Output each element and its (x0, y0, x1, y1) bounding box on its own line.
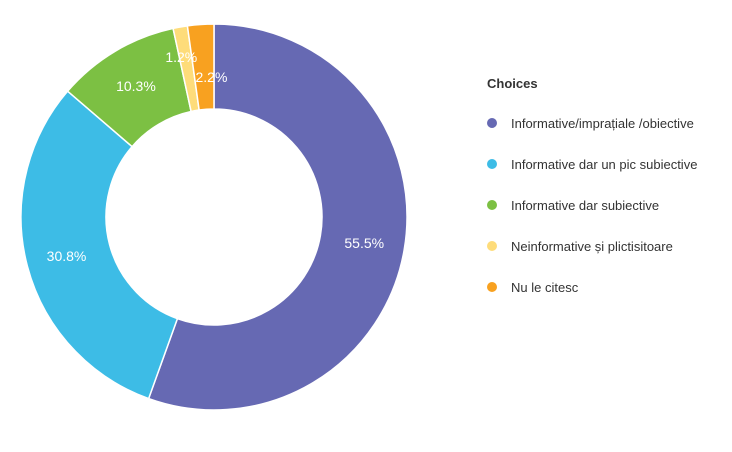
legend-label: Informative dar un pic subiective (511, 157, 698, 172)
slice-label-0: 55.5% (344, 235, 384, 251)
legend-label: Informative dar subiective (511, 198, 660, 213)
legend-label: Nu le citesc (511, 280, 579, 295)
legend-item[interactable]: Neinformative și plictisitoare (487, 236, 722, 257)
slice-label-4: 2.2% (196, 69, 228, 85)
slice-4[interactable] (186, 23, 215, 111)
slice-1[interactable] (20, 90, 179, 400)
legend-item[interactable]: Informative dar subiective (487, 195, 722, 216)
slice-label-2: 10.3% (116, 78, 156, 94)
slice-label-1: 30.8% (47, 248, 87, 264)
slice-label-3: 1.2% (165, 49, 197, 65)
legend-label: Neinformative și plictisitoare (511, 239, 673, 254)
legend-item[interactable]: Nu le citesc (487, 277, 722, 298)
slice-0[interactable] (147, 23, 408, 411)
legend-dot-icon (487, 282, 497, 292)
legend-dot-icon (487, 159, 497, 169)
legend-title: Choices (487, 76, 538, 91)
legend-item[interactable]: Informative dar un pic subiective (487, 154, 722, 175)
legend-label: Informative/imprațiale /obiective (511, 116, 694, 131)
legend-item[interactable]: Informative/imprațiale /obiective (487, 113, 722, 134)
legend-dot-icon (487, 241, 497, 251)
legend: Choices Informative/imprațiale /obiectiv… (487, 76, 722, 318)
legend-dot-icon (487, 118, 497, 128)
donut-chart: 55.5% 30.8% 10.3% 1.2% 2.2% (20, 23, 408, 411)
legend-dot-icon (487, 200, 497, 210)
